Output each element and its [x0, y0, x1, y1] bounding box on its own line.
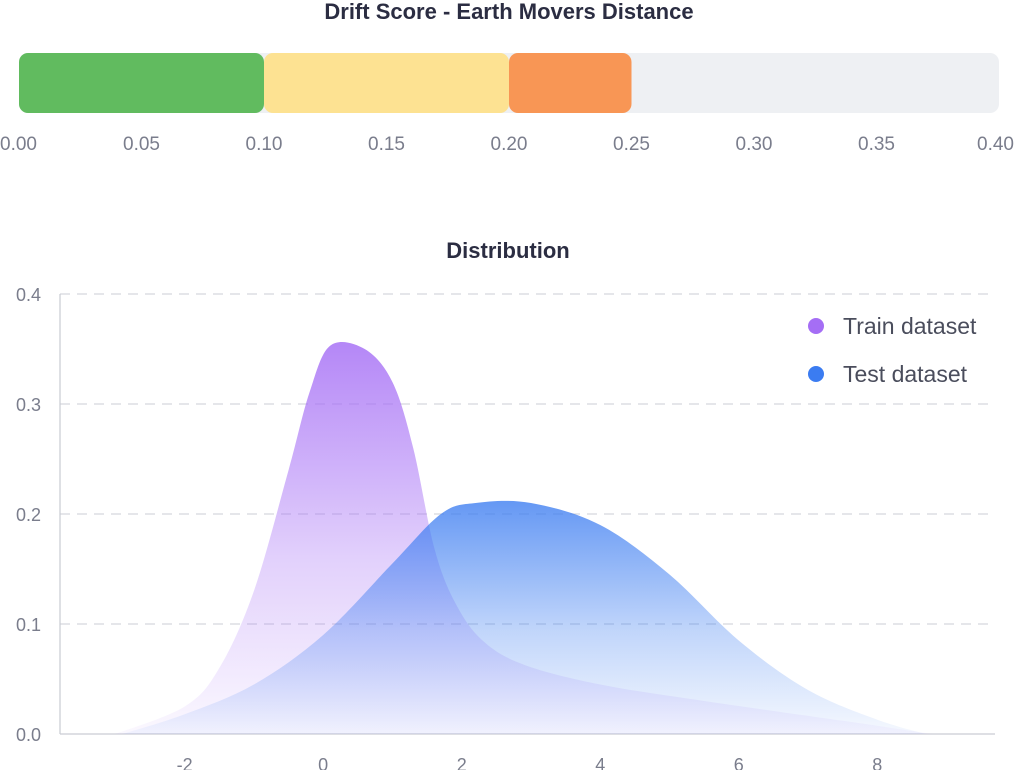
gauge-tick-label: 0.30: [736, 134, 773, 155]
gauge-segment-0: [19, 53, 264, 113]
legend-label: Train dataset: [843, 313, 977, 339]
y-tick-label: 0.0: [16, 725, 41, 745]
gauge-tick-label: 0.15: [368, 134, 405, 155]
gauge-tick-label: 0.40: [977, 134, 1014, 155]
gauge-tick-label: 0.20: [491, 134, 528, 155]
x-tick-label: 2: [457, 755, 467, 770]
y-tick-label: 0.2: [16, 505, 41, 525]
area-train-dataset: [115, 341, 933, 734]
area-test-dataset: [122, 500, 926, 734]
gauge-segment-1: [264, 53, 509, 113]
legend-label: Test dataset: [843, 361, 968, 387]
distribution-chart: Distribution -2 0 2 4 6 8 0.0 0.1 0.2 0.3 0.4 Trai…: [16, 238, 995, 770]
y-tick-label: 0.4: [16, 285, 41, 305]
drift-score-gauge: Drift Score - Earth Movers Distance 0.00…: [0, 0, 1014, 155]
gauge-tick-label: 0.00: [0, 134, 37, 155]
x-tick-label: 4: [595, 755, 605, 770]
gauge-tick-label: 0.25: [613, 134, 650, 155]
y-tick-label: 0.3: [16, 395, 41, 415]
legend-marker: [808, 318, 824, 334]
x-tick-label: 6: [734, 755, 744, 770]
legend-marker: [808, 366, 824, 382]
x-tick-label: 8: [872, 755, 882, 770]
x-tick-label: 0: [318, 755, 328, 770]
gauge-tick-label: 0.05: [123, 134, 160, 155]
x-tick-label: -2: [177, 755, 193, 770]
gauge-tick-label: 0.35: [858, 134, 895, 155]
distribution-title: Distribution: [446, 238, 569, 263]
y-tick-label: 0.1: [16, 615, 41, 635]
gauge-tick-label: 0.10: [246, 134, 283, 155]
gauge-title: Drift Score - Earth Movers Distance: [324, 0, 693, 24]
gauge-segment-2: [509, 53, 632, 113]
